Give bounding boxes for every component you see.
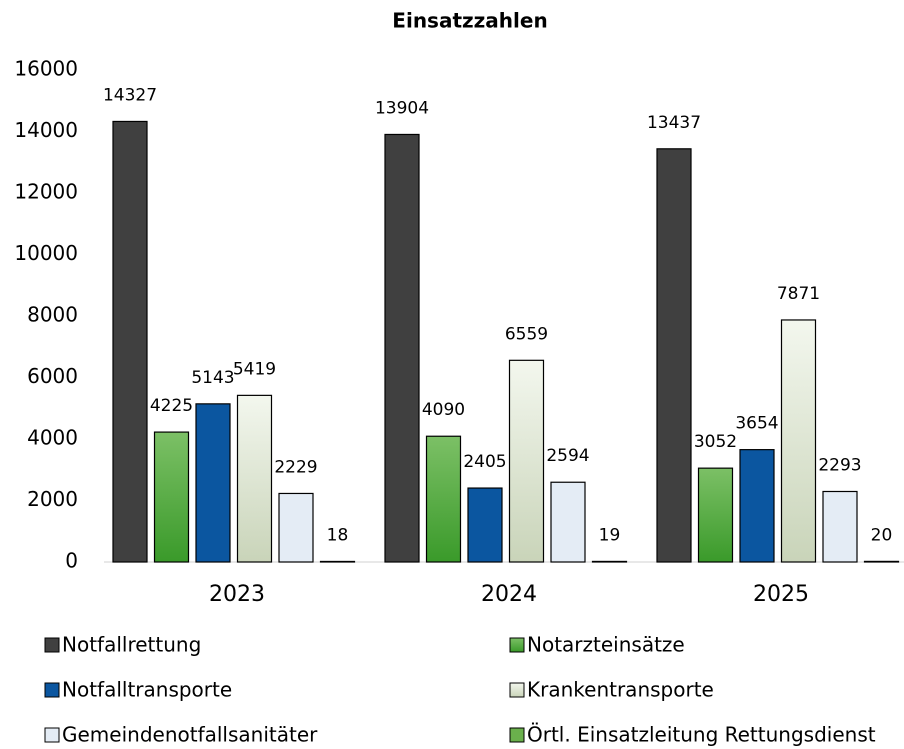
bar	[319, 560, 356, 563]
legend-label: Notfalltransporte	[62, 678, 232, 702]
bar	[863, 560, 900, 563]
legend-label: Örtl. Einsatzleitung Rettungsdienst	[527, 723, 876, 747]
legend-label: Notarzteinsätze	[527, 633, 685, 657]
bar	[153, 431, 190, 563]
bar	[425, 435, 462, 563]
data-label: 13904	[375, 98, 429, 118]
legend-label: Krankentransporte	[527, 678, 714, 702]
data-label: 5419	[233, 359, 276, 379]
data-label: 14327	[103, 85, 157, 105]
data-label: 2293	[818, 455, 861, 475]
legend-swatch	[509, 682, 525, 698]
x-tick-label: 2024	[481, 582, 537, 607]
y-tick-label: 4000	[27, 426, 78, 450]
y-tick-label: 8000	[27, 303, 78, 327]
bar	[656, 148, 692, 563]
legend-swatch	[509, 637, 525, 653]
y-tick-label: 0	[65, 549, 78, 573]
bar	[278, 492, 314, 563]
bar	[822, 490, 858, 563]
bar	[550, 481, 586, 563]
y-tick-label: 2000	[27, 487, 78, 511]
legend-swatch	[44, 727, 60, 743]
data-label: 3052	[694, 432, 737, 452]
bar	[467, 487, 503, 563]
data-label: 13437	[647, 113, 701, 133]
y-tick-label: 12000	[14, 180, 78, 204]
data-label: 3654	[735, 414, 778, 434]
data-label: 2594	[546, 446, 589, 466]
bar	[591, 560, 628, 563]
data-label: 2229	[274, 457, 317, 477]
y-tick-label: 10000	[14, 241, 78, 265]
bar	[508, 359, 545, 563]
bar	[112, 120, 148, 563]
legend-swatch	[44, 637, 60, 653]
x-tick-label: 2023	[209, 582, 265, 607]
legend-swatch	[509, 727, 525, 743]
bar	[195, 403, 231, 563]
data-label: 20	[871, 525, 893, 545]
bar	[236, 394, 273, 563]
bar	[780, 319, 817, 563]
bar	[697, 467, 734, 563]
x-tick-label: 2025	[753, 582, 809, 607]
legend-label: Notfallrettung	[62, 633, 201, 657]
data-label: 5143	[191, 368, 234, 388]
bar	[739, 449, 775, 563]
data-label: 18	[327, 525, 349, 545]
y-tick-label: 14000	[14, 118, 78, 142]
data-label: 6559	[505, 324, 548, 344]
data-label: 7871	[777, 284, 820, 304]
legend-swatch	[44, 682, 60, 698]
y-tick-label: 6000	[27, 364, 78, 388]
data-label: 4090	[422, 400, 465, 420]
data-label: 19	[599, 525, 621, 545]
bar	[384, 133, 420, 563]
legend-label: Gemeindenotfallsanitäter	[62, 723, 318, 747]
chart-title: Einsatzzahlen	[392, 9, 547, 33]
data-label: 2405	[463, 452, 506, 472]
y-tick-label: 16000	[14, 57, 78, 81]
data-label: 4225	[150, 396, 193, 416]
